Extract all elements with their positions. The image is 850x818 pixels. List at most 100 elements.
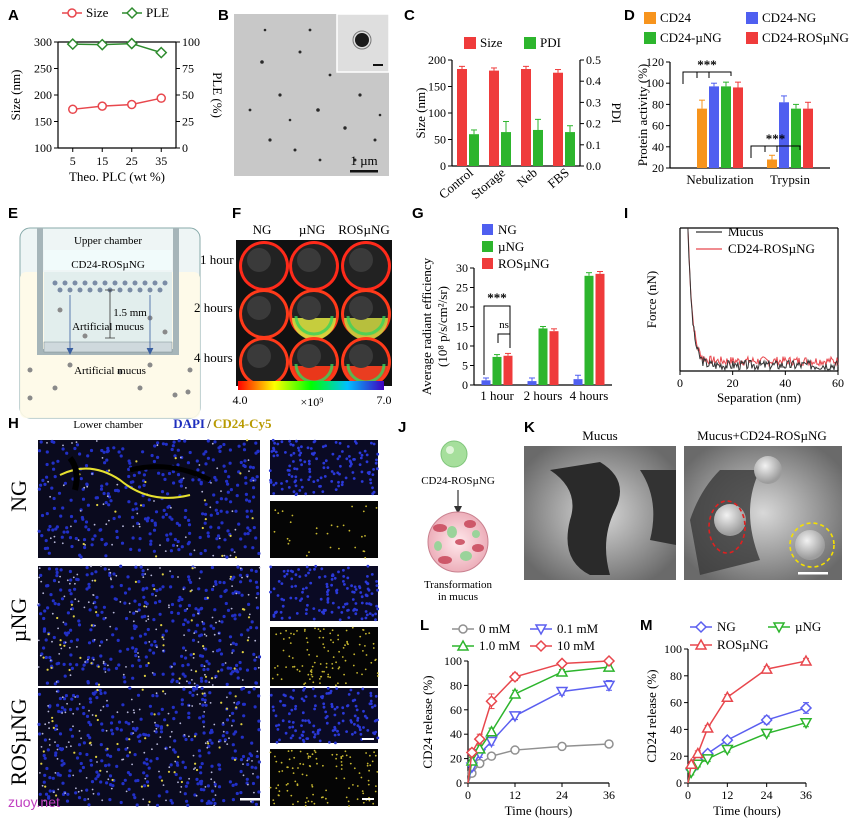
tissue-speck	[294, 584, 297, 588]
tissue-speck	[299, 458, 302, 462]
tissue-speck	[152, 549, 156, 553]
tissue-speck	[137, 548, 141, 552]
tissue-speck	[229, 554, 232, 557]
tissue-speck	[213, 475, 217, 480]
tissue-speck	[68, 662, 72, 666]
tissue-speck	[60, 535, 64, 539]
tissue-speck	[210, 771, 213, 774]
tissue-speck	[155, 803, 160, 807]
tissue-speck	[42, 592, 45, 595]
tissue-speck	[194, 566, 196, 569]
tissue-speck	[353, 585, 357, 589]
bar-cd24-µng	[721, 86, 731, 168]
tissue-speck	[376, 672, 379, 674]
panel-label-h: H	[8, 415, 19, 432]
tissue-speck	[171, 705, 175, 710]
tissue-speck	[325, 662, 328, 665]
tissue-speck	[81, 497, 86, 501]
tissue-speck	[324, 459, 328, 463]
tissue-speck	[351, 626, 354, 629]
tissue-speck	[203, 692, 206, 695]
tissue-speck	[361, 687, 365, 691]
tissue-speck	[327, 650, 330, 652]
well-center	[349, 248, 373, 272]
tissue-speck	[47, 633, 50, 636]
tissue-speck	[227, 475, 231, 479]
tissue-speck	[74, 696, 77, 698]
tissue-speck	[105, 458, 109, 462]
legend-label: 1.0 mM	[479, 638, 521, 653]
tissue-speck	[369, 691, 373, 695]
tissue-speck	[306, 649, 309, 651]
y-tick-label: 0	[462, 378, 468, 392]
tissue-speck	[161, 573, 164, 576]
tissue-speck	[307, 478, 311, 481]
tissue-speck	[53, 535, 56, 538]
tissue-speck	[280, 616, 284, 620]
tissue-speck	[51, 716, 54, 719]
tissue-speck	[274, 481, 278, 485]
tissue-speck	[271, 705, 275, 709]
tissue-speck	[234, 556, 238, 559]
tissue-speck	[47, 551, 51, 555]
tissue-speck	[207, 799, 211, 804]
tissue-speck	[105, 781, 109, 785]
tissue-speck	[311, 753, 314, 756]
tissue-speck	[184, 784, 188, 788]
tissue-speck	[294, 707, 297, 711]
tissue-speck	[239, 580, 243, 584]
tissue-speck	[359, 635, 362, 638]
tissue-speck	[88, 709, 90, 712]
tissue-speck	[349, 756, 352, 758]
tissue-speck	[302, 699, 306, 703]
tissue-speck	[183, 634, 186, 636]
tissue-speck	[70, 666, 74, 671]
tissue-speck	[276, 728, 280, 731]
tissue-speck	[85, 573, 89, 577]
tissue-speck	[319, 630, 322, 632]
tissue-speck	[44, 655, 48, 660]
tissue-speck	[38, 732, 42, 736]
tissue-speck	[148, 648, 152, 652]
tissue-speck	[330, 524, 333, 527]
row-label-rosung: ROSµNG	[6, 698, 31, 785]
y2-axis-title: PLE (%)	[210, 72, 225, 118]
tissue-speck	[344, 644, 346, 647]
tissue-speck	[201, 703, 205, 707]
tissue-speck	[44, 792, 49, 796]
title-cy5: CD24-Cy5	[213, 416, 272, 431]
tissue-speck	[111, 715, 115, 719]
tissue-speck	[99, 691, 103, 696]
tissue-speck	[257, 728, 261, 732]
tissue-speck	[276, 442, 280, 446]
title-sep: /	[206, 416, 211, 431]
tissue-speck	[288, 439, 291, 443]
tissue-speck	[139, 717, 143, 721]
tissue-speck	[369, 699, 373, 703]
tissue-speck	[250, 741, 254, 745]
tissue-speck	[369, 764, 372, 767]
tissue-speck	[308, 467, 311, 471]
y-tick-label: 15	[456, 320, 468, 334]
tissue-speck	[203, 499, 206, 502]
tissue-speck	[60, 647, 63, 650]
upper-chamber-label: Upper chamber	[74, 235, 142, 247]
tissue-speck	[145, 762, 149, 766]
tissue-speck	[318, 739, 322, 743]
tissue-speck	[50, 666, 53, 669]
tissue-speck	[102, 662, 105, 665]
tissue-speck	[176, 544, 179, 547]
tissue-speck	[309, 447, 313, 450]
tissue-speck	[183, 734, 186, 736]
tissue-speck	[228, 691, 232, 695]
tissue-speck	[115, 726, 119, 731]
tissue-speck	[169, 798, 173, 803]
tissue-speck	[304, 682, 307, 684]
y-tick-label: 300	[34, 35, 52, 49]
tissue-speck	[272, 454, 276, 458]
tissue-speck	[312, 440, 316, 444]
legend-label: µNG	[498, 239, 524, 254]
tissue-speck	[246, 639, 249, 642]
tissue-speck	[217, 670, 220, 673]
tissue-speck	[234, 528, 237, 531]
